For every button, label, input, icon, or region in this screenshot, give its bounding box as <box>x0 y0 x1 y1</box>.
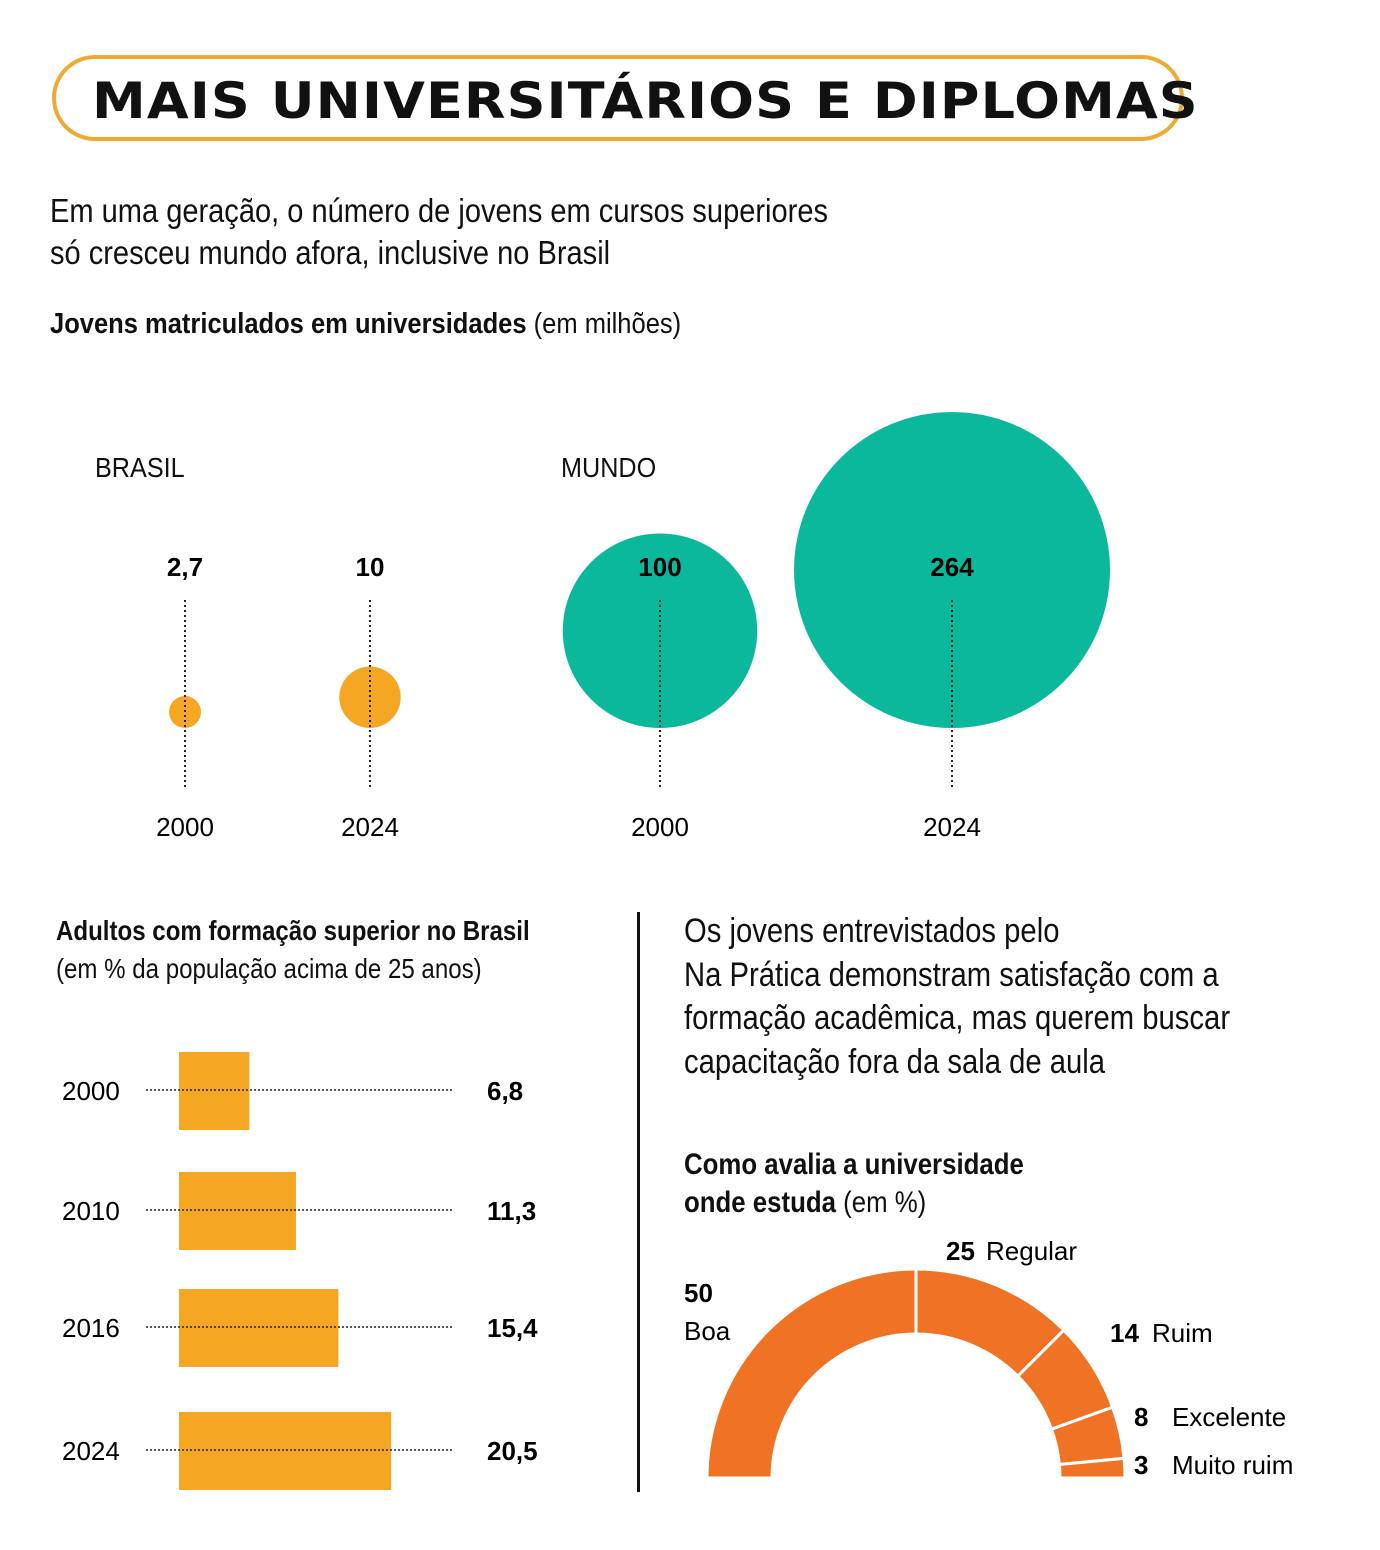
donut-chart-title: Como avalia a universidade onde estuda (… <box>684 1146 1024 1222</box>
bar-2000 <box>179 1052 250 1130</box>
bubble-value-label: 2,7 <box>167 552 203 582</box>
bubble-chart: 2,7 2000 10 2024 100 2000 264 2024 <box>156 412 1110 842</box>
donut-slice-boa <box>705 1267 918 1480</box>
bubble-year-label: 2024 <box>341 812 399 842</box>
intro-text: Em uma geração, o número de jovens em cu… <box>50 190 974 274</box>
bubble-value-label: 100 <box>638 552 681 582</box>
donut-chart-title-line-1: Como avalia a universidade <box>684 1148 1024 1181</box>
bar-2024 <box>179 1412 392 1490</box>
donut-value-label: 50 <box>684 1278 713 1308</box>
group-label-brasil: BRASIL <box>95 452 185 483</box>
donut-value-label: 8 <box>1134 1402 1148 1432</box>
bubble-chart-title-bold: Jovens matriculados em universidades <box>50 308 527 340</box>
bar-value-label: 15,4 <box>487 1313 538 1343</box>
intro-line-1: Em uma geração, o número de jovens em cu… <box>50 192 829 229</box>
bar-chart-subtitle: (em % da população acima de 25 anos) <box>56 953 482 984</box>
bubble-year-label: 2024 <box>923 812 981 842</box>
group-label-mundo: MUNDO <box>561 452 657 483</box>
bubble-mundo-2024 <box>794 412 1110 728</box>
bubble-value-label: 264 <box>930 552 974 582</box>
bubble-chart-title-unit: (em milhões) <box>533 308 682 340</box>
bubble-chart-title: Jovens matriculados em universidades (em… <box>50 308 681 341</box>
bar-value-label: 6,8 <box>487 1076 523 1106</box>
intro-line-2: só cresceu mundo afora, inclusive no Bra… <box>50 234 611 271</box>
donut-category-label: Muito ruim <box>1172 1450 1293 1480</box>
donut-chart: 50 Boa 25 Regular 14 Ruim 8 Excelente 3 Muito rui… <box>684 1236 1293 1480</box>
bubble-year-label: 2000 <box>156 812 214 842</box>
donut-chart-title-unit: (em %) <box>843 1186 927 1219</box>
section-divider <box>637 912 640 1492</box>
bubble-brasil-2024 <box>339 666 401 728</box>
bubble-brasil-2000 <box>169 696 201 728</box>
survey-text-line-2: Na Prática demonstram satisfação com a <box>684 955 1219 994</box>
bar-chart-title: Adultos com formação superior no Brasil … <box>56 912 530 988</box>
bar-category-label: 2000 <box>62 1076 120 1106</box>
donut-value-label: 25 <box>946 1236 975 1266</box>
survey-text: Os jovens entrevistados pelo Na Prática … <box>684 910 1230 1084</box>
donut-category-label: Boa <box>684 1316 731 1346</box>
bar-chart: 2000 6,8 2010 11,3 2016 15,4 2024 20,5 <box>62 1052 538 1490</box>
donut-category-label: Excelente <box>1172 1402 1286 1432</box>
bar-category-label: 2010 <box>62 1196 120 1226</box>
donut-category-label: Ruim <box>1152 1318 1213 1348</box>
bar-value-label: 20,5 <box>487 1436 538 1466</box>
title-frame <box>52 55 1184 141</box>
donut-slice-muito-ruim <box>1057 1456 1127 1480</box>
bar-category-label: 2024 <box>62 1436 120 1466</box>
donut-category-label: Regular <box>986 1236 1077 1266</box>
survey-text-line-1: Os jovens entrevistados pelo <box>684 912 1060 950</box>
bar-value-label: 11,3 <box>487 1196 536 1226</box>
bar-category-label: 2016 <box>62 1313 120 1343</box>
donut-value-label: 3 <box>1134 1450 1148 1480</box>
donut-chart-title-line-2: onde estuda <box>684 1186 836 1219</box>
donut-value-label: 14 <box>1110 1318 1139 1348</box>
page-title: MAIS UNIVERSITÁRIOS E DIPLOMAS <box>92 72 1199 130</box>
bubble-value-label: 10 <box>356 552 385 582</box>
survey-text-line-3: formação acadêmica, mas querem buscar <box>684 999 1231 1037</box>
survey-text-line-4: capacitação fora da sala de aula <box>684 1042 1106 1081</box>
bar-2016 <box>179 1289 339 1367</box>
bar-2010 <box>179 1172 296 1250</box>
bar-chart-title-bold: Adultos com formação superior no Brasil <box>56 915 530 946</box>
bubble-year-label: 2000 <box>631 812 689 842</box>
